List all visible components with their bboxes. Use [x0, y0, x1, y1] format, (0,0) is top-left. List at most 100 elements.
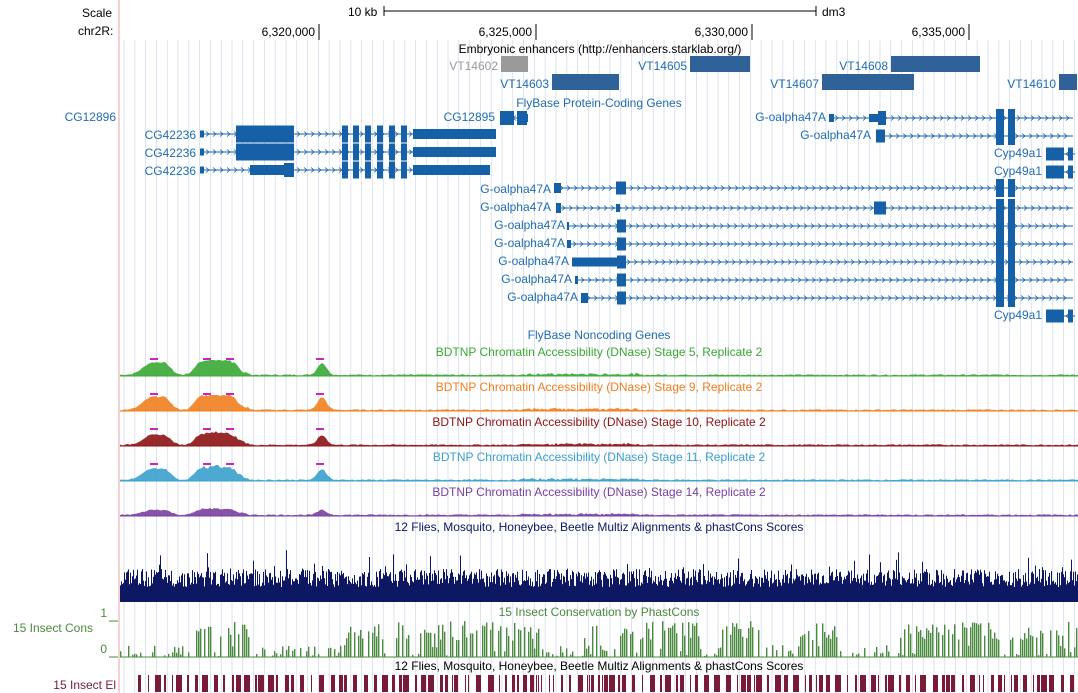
strand-arrow: [710, 259, 715, 265]
strand-arrow: [789, 295, 794, 301]
exon: [617, 273, 626, 287]
strand-arrow: [894, 223, 899, 229]
cons-bar: [276, 653, 278, 657]
cons-track-label[interactable]: 15 Insect Cons: [13, 621, 93, 635]
strand-arrow: [773, 259, 778, 265]
enhancer-feature: [891, 56, 980, 72]
strand-arrow: [895, 277, 900, 283]
dnase-stage10-track: [120, 428, 1078, 447]
strand-arrow: [880, 223, 885, 229]
strand-arrow: [678, 185, 683, 191]
cons-bar: [200, 628, 202, 657]
gene-models[interactable]: [200, 109, 1075, 323]
gene-label-g-oalpha47a[interactable]: G-oalpha47A: [494, 218, 565, 232]
gene-label-g-oalpha47a[interactable]: G-oalpha47A: [507, 290, 578, 304]
cons-bar: [978, 624, 980, 657]
strand-arrow: [913, 259, 918, 265]
gene-label-g-oalpha47a[interactable]: G-oalpha47A: [480, 182, 551, 196]
cons-bar: [718, 648, 720, 657]
cons-bar: [452, 636, 454, 657]
cons-bar: [378, 624, 380, 657]
cons-bar: [880, 653, 882, 657]
strand-arrow: [233, 167, 238, 173]
strand-arrow: [908, 241, 913, 247]
exon: [517, 111, 527, 125]
strand-arrow: [818, 277, 823, 283]
strand-arrow: [643, 277, 648, 283]
enhancer-features[interactable]: VT14602 VT14603 VT14605 VT14607 VT14608 …: [449, 56, 1077, 91]
strand-arrow: [1039, 259, 1044, 265]
cons-bar: [472, 633, 474, 657]
cons-bar: [1074, 647, 1076, 657]
strand-arrow: [722, 205, 727, 211]
cons-bar: [912, 653, 914, 657]
strand-arrow: [964, 223, 969, 229]
strand-arrow: [408, 131, 413, 137]
strand-arrow: [608, 277, 613, 283]
element-block: [906, 675, 910, 692]
strand-arrow: [810, 241, 815, 247]
gene-label-g-oalpha47a[interactable]: G-oalpha47A: [498, 254, 569, 268]
gene-label-cg12895[interactable]: CG12895: [444, 110, 496, 124]
cons-bar: [682, 622, 684, 657]
strand-arrow: [593, 295, 598, 301]
strand-arrow: [990, 259, 995, 265]
strand-arrow: [930, 277, 935, 283]
cons-bar: [650, 639, 652, 657]
gene-label-g-oalpha47a[interactable]: G-oalpha47A: [480, 200, 551, 214]
gene-label-cg42236[interactable]: CG42236: [145, 146, 197, 160]
cons-bar: [622, 633, 624, 657]
conserved-elements: [138, 675, 1074, 692]
cons-bar: [1070, 652, 1072, 657]
cons-bar: [1042, 633, 1044, 657]
cons-bar: [188, 652, 190, 657]
strand-arrow: [894, 295, 899, 301]
strand-arrow: [561, 205, 566, 211]
strand-arrow: [958, 133, 963, 139]
enhancers-track-title: Embryonic enhancers (http://enhancers.st…: [459, 42, 742, 56]
gene-label-cyp49a1[interactable]: Cyp49a1: [994, 308, 1042, 322]
strand-arrow: [967, 205, 972, 211]
strand-arrow: [1062, 241, 1067, 247]
gene-label-g-oalpha47a[interactable]: G-oalpha47A: [494, 236, 565, 250]
gene-label-g-oalpha47a[interactable]: G-oalpha47A: [755, 110, 826, 124]
gene-label-cg42236[interactable]: CG42236: [145, 164, 197, 178]
strand-arrow: [817, 295, 822, 301]
strand-arrow: [859, 241, 864, 247]
cons-bar: [910, 633, 912, 657]
strand-arrow: [703, 259, 708, 265]
cons-bar: [1016, 654, 1018, 657]
cons-bar: [500, 626, 502, 657]
gene-label-cg42236[interactable]: CG42236: [145, 128, 197, 142]
cons-bar: [308, 646, 310, 657]
strand-arrow: [579, 223, 584, 229]
dnase-stage5-title: BDTNP Chromatin Accessibility (DNase) St…: [436, 345, 763, 359]
protein-coding-track-title: FlyBase Protein-Coding Genes: [516, 96, 681, 110]
cons-bar: [402, 625, 404, 657]
cons-bar: [976, 623, 978, 657]
strand-arrow: [985, 241, 990, 247]
exon: [996, 127, 1004, 145]
gene-model: [567, 235, 1073, 253]
strand-arrow: [838, 223, 843, 229]
cons-bar: [230, 634, 232, 657]
strand-arrow: [979, 277, 984, 283]
element-block: [598, 675, 600, 692]
strand-arrow: [603, 205, 608, 211]
gene-label-g-oalpha47a[interactable]: G-oalpha47A: [501, 272, 572, 286]
gene-label-cyp49a1[interactable]: Cyp49a1: [994, 164, 1042, 178]
element-block: [860, 675, 866, 692]
strand-arrow: [839, 277, 844, 283]
strand-arrow: [792, 205, 797, 211]
elements-track-label[interactable]: 15 Insect El: [53, 678, 116, 692]
cons-bar: [944, 624, 946, 657]
gene-label-cyp49a1[interactable]: Cyp49a1: [994, 146, 1042, 160]
gene-label-cg12896[interactable]: CG12896: [65, 110, 117, 124]
strand-arrow: [841, 115, 846, 121]
cons-bar: [858, 653, 860, 657]
strand-arrow: [212, 131, 217, 137]
cons-track-title: 15 Insect Conservation by PhastCons: [499, 605, 700, 619]
gene-label-g-oalpha47a[interactable]: G-oalpha47A: [800, 128, 871, 142]
strand-arrow: [593, 241, 598, 247]
